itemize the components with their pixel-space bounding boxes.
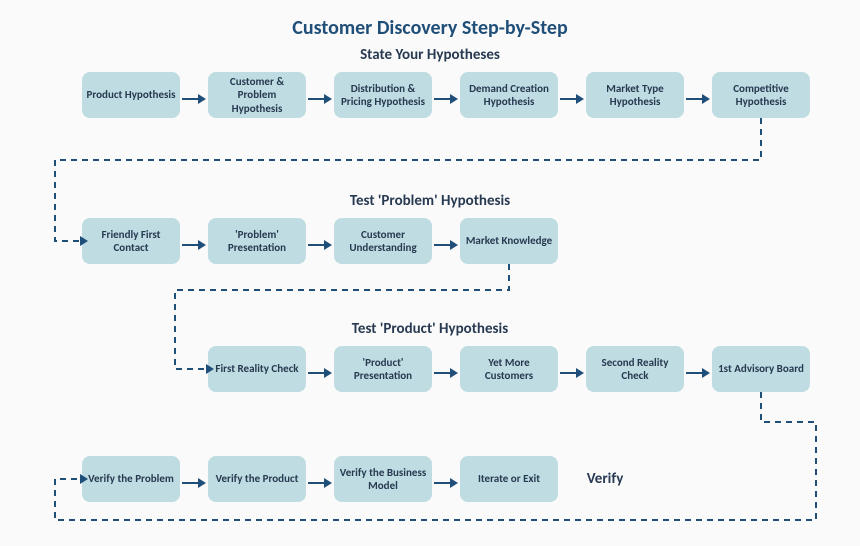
arrow: [560, 368, 584, 378]
node-p2: 'Problem' Presentation: [208, 218, 306, 264]
node-r4: Second Reality Check: [586, 346, 684, 392]
arrow: [308, 94, 332, 104]
main-title: Customer Discovery Step-by-Step: [250, 16, 610, 40]
node-r2: 'Product' Presentation: [334, 346, 432, 392]
node-v1: Verify the Problem: [82, 456, 180, 502]
arrow: [308, 478, 332, 488]
node-p4: Market Knowledge: [460, 218, 558, 264]
node-v2: Verify the Product: [208, 456, 306, 502]
node-n6: Competitive Hypothesis: [712, 72, 810, 118]
node-n2: Customer & Problem Hypothesis: [208, 72, 306, 118]
node-r3: Yet More Customers: [460, 346, 558, 392]
arrow: [434, 478, 458, 488]
arrow: [434, 94, 458, 104]
section-title-1: Test 'Problem' Hypothesis: [320, 192, 540, 210]
arrow: [308, 240, 332, 250]
node-v3: Verify the Business Model: [334, 456, 432, 502]
flowchart-canvas: Customer Discovery Step-by-Step State Yo…: [0, 0, 860, 546]
section-title-0: State Your Hypotheses: [330, 46, 530, 64]
arrow: [182, 478, 206, 488]
section-title-2: Test 'Product' Hypothesis: [320, 320, 540, 338]
node-n3: Distribution & Pricing Hypothesis: [334, 72, 432, 118]
arrow: [182, 94, 206, 104]
node-n4: Demand Creation Hypothesis: [460, 72, 558, 118]
node-r1: First Reality Check: [208, 346, 306, 392]
arrow: [182, 240, 206, 250]
node-p3: Customer Understanding: [334, 218, 432, 264]
node-r5: 1st Advisory Board: [712, 346, 810, 392]
arrow: [560, 94, 584, 104]
arrow: [434, 240, 458, 250]
node-v4: Iterate or Exit: [460, 456, 558, 502]
arrow: [308, 368, 332, 378]
arrow: [686, 94, 710, 104]
arrow: [686, 368, 710, 378]
node-p1: Friendly First Contact: [82, 218, 180, 264]
node-n1: Product Hypothesis: [82, 72, 180, 118]
arrow: [434, 368, 458, 378]
node-n5: Market Type Hypothesis: [586, 72, 684, 118]
section-title-3: Verify: [565, 470, 645, 488]
